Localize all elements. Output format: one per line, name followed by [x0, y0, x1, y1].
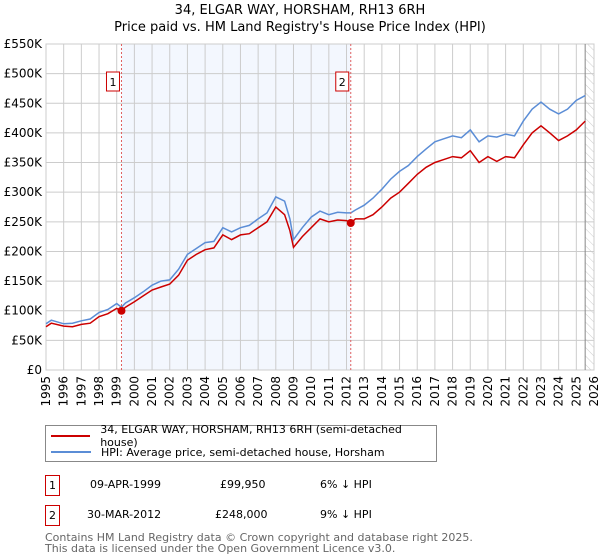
x-tick-label: 2014	[375, 376, 389, 407]
forecast-hatch	[585, 44, 594, 370]
x-tick-label: 2000	[127, 376, 141, 407]
transaction-price: £248,000	[215, 508, 268, 521]
legend-swatch-red	[51, 435, 91, 437]
x-tick-label: 2024	[552, 376, 566, 407]
x-tick-label: 2012	[340, 376, 354, 407]
footer-licence: This data is licensed under the Open Gov…	[45, 542, 396, 555]
x-tick-label: 2008	[269, 376, 283, 407]
x-tick-label: 2009	[286, 376, 300, 407]
transaction-price: £99,950	[220, 478, 266, 491]
sale-badge	[335, 71, 350, 92]
y-tick-label: £150K	[4, 274, 44, 288]
chart-title: 34, ELGAR WAY, HORSHAM, RH13 6RH	[174, 3, 426, 18]
x-tick-label: 1997	[74, 376, 88, 407]
chart-subtitle: Price paid vs. HM Land Registry's House …	[114, 20, 486, 35]
x-tick-label: 2003	[180, 376, 194, 407]
transaction-date: 09-APR-1999	[90, 478, 162, 491]
shaded-ownership-period	[121, 44, 351, 370]
plot-area: 1995 1996 1997 1998 1999 2000 2001 2002 2003 2004…	[4, 37, 600, 407]
y-tick-label: £300K	[4, 185, 44, 199]
y-tick-label: £200K	[4, 244, 44, 258]
y-tick-label: £250K	[4, 215, 44, 229]
y-tick-label: £450K	[4, 96, 44, 110]
footer-copyright: Contains HM Land Registry data © Crown c…	[45, 531, 473, 544]
x-tick-label: 2026	[587, 376, 600, 407]
x-tick-label: 1995	[39, 376, 53, 407]
x-tick-label: 2019	[463, 376, 477, 407]
transaction-delta: 6% ↓ HPI	[320, 478, 372, 491]
x-tick-label: 2010	[304, 376, 318, 407]
x-tick-label: 2025	[569, 376, 583, 407]
transaction-row: 1 09-APR-1999 £99,950 6% ↓ HPI	[45, 475, 445, 496]
x-tick-label: 2017	[428, 376, 442, 407]
y-tick-label: £550K	[4, 37, 44, 51]
x-tick-label: 2002	[163, 376, 177, 407]
x-tick-label: 2004	[198, 376, 212, 407]
property-series-line	[45, 120, 586, 328]
y-tick-label: £400K	[4, 126, 44, 140]
transaction-badge: 2	[45, 505, 60, 526]
x-tick-label: 1996	[57, 376, 71, 407]
y-tick-label: £0	[27, 363, 42, 377]
transaction-delta: 9% ↓ HPI	[320, 508, 372, 521]
x-tick-label: 2022	[516, 376, 530, 407]
x-tick-label: 2005	[216, 376, 230, 407]
x-tick-label: 2021	[499, 376, 513, 407]
transaction-row: 2 30-MAR-2012 £248,000 9% ↓ HPI	[45, 505, 445, 526]
sale-badge-label: 1	[109, 76, 116, 89]
legend-item-property: 34, ELGAR WAY, HORSHAM, RH13 6RH (semi-d…	[51, 423, 436, 449]
legend-swatch-blue	[51, 451, 91, 453]
x-tick-label: 2016	[410, 376, 424, 407]
transaction-date: 30-MAR-2012	[87, 508, 162, 521]
legend-item-hpi: HPI: Average price, semi-detached house,…	[51, 444, 385, 460]
x-tick-label: 2020	[481, 376, 495, 407]
hpi-series-line	[45, 94, 586, 325]
y-tick-label: £100K	[4, 304, 44, 318]
transaction-badge: 1	[45, 475, 60, 496]
x-tick-label: 2018	[446, 376, 460, 407]
x-tick-label: 2015	[393, 376, 407, 407]
legend-label: 34, ELGAR WAY, HORSHAM, RH13 6RH (semi-d…	[100, 423, 402, 449]
x-tick-label: 2007	[251, 376, 265, 407]
legend-label: HPI: Average price, semi-detached house,…	[101, 445, 385, 459]
x-tick-label: 2006	[233, 376, 247, 407]
legend: 34, ELGAR WAY, HORSHAM, RH13 6RH (semi-d…	[45, 423, 437, 462]
sale-point	[346, 219, 355, 228]
y-tick-label: £50K	[11, 333, 43, 347]
y-tick-label: £350K	[4, 156, 44, 170]
y-tick-label: £500K	[4, 67, 44, 81]
sale-badge	[105, 71, 120, 92]
x-tick-label: 2011	[322, 376, 336, 407]
x-tick-label: 2001	[145, 376, 159, 407]
sale-badge-label: 2	[339, 76, 346, 89]
x-tick-label: 2013	[357, 376, 371, 407]
x-tick-label: 2023	[534, 376, 548, 407]
x-tick-label: 1999	[110, 376, 124, 407]
x-tick-label: 1998	[92, 376, 106, 407]
sale-point	[117, 306, 126, 315]
